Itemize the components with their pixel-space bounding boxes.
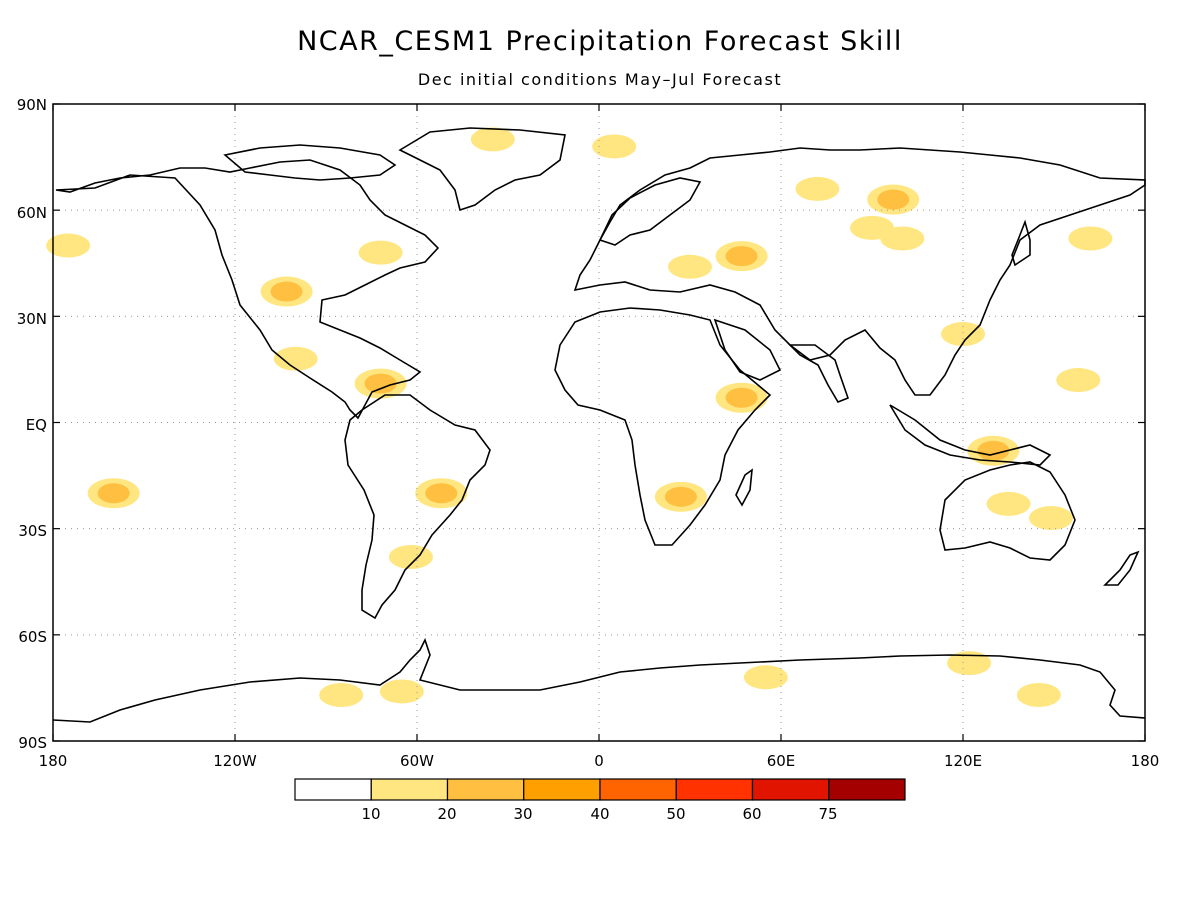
colorbar-label: 40	[590, 805, 609, 823]
colorbar-label: 50	[666, 805, 685, 823]
lon-label-180e: 180	[1131, 752, 1160, 770]
skill-patch	[364, 373, 397, 394]
skill-patch	[358, 240, 403, 265]
skill-patch	[270, 281, 303, 302]
colorbar-label: 60	[742, 805, 761, 823]
colorbar-label: 30	[513, 805, 532, 823]
longitude-labels: 180 120W 60W 0 60E 120E 180	[39, 752, 1160, 770]
map-title: NCAR_CESM1 Precipitation Forecast Skill	[297, 26, 903, 57]
map-subtitle: Dec initial conditions May–Jul Forecast	[417, 70, 783, 89]
axis-ticks	[52, 103, 1146, 742]
coast-antarctica	[52, 637, 1146, 723]
skill-patch	[319, 682, 364, 707]
lon-label-0: 0	[594, 752, 604, 770]
colorbar-swatch	[751, 778, 830, 801]
coastlines	[52, 127, 1146, 723]
colorbar-swatch	[523, 778, 601, 801]
skill-patch	[1068, 226, 1113, 251]
latitude-labels: 90N 60N 30N EQ 30S 60S 90S	[17, 96, 47, 752]
lon-label-120w: 120W	[213, 752, 257, 770]
skill-patch	[668, 254, 712, 279]
skill-patch	[977, 440, 1010, 461]
coast-indonesia	[889, 404, 1052, 466]
lat-label-60n: 60N	[17, 204, 47, 222]
skill-patch	[725, 246, 758, 267]
colorbar-swatch	[370, 778, 449, 801]
colorbar-swatch	[675, 778, 754, 801]
skill-patch	[877, 189, 910, 210]
skill-patch	[947, 651, 992, 676]
skill-patch	[795, 176, 840, 201]
colorbar-swatch	[599, 778, 677, 801]
skill-patch	[743, 665, 788, 690]
lat-label-90s: 90S	[18, 734, 47, 752]
skill-patch	[425, 483, 458, 504]
coast-greenland	[398, 127, 566, 212]
lat-label-30s: 30S	[18, 522, 47, 540]
skill-patch	[941, 322, 985, 347]
coast-arabia	[713, 318, 782, 381]
coast-japan	[1011, 219, 1031, 267]
map-panel	[46, 103, 1146, 742]
lat-label-90n: 90N	[17, 96, 47, 114]
skill-patch	[1028, 506, 1073, 531]
skill-layer	[46, 127, 1113, 707]
coast-africa	[554, 307, 772, 546]
lon-label-60w: 60W	[400, 752, 434, 770]
colorbar-label: 20	[437, 805, 456, 823]
skill-patch	[725, 387, 758, 408]
skill-patch	[592, 134, 637, 159]
graticule	[53, 104, 1145, 741]
coast-south-america	[344, 394, 491, 620]
coast-new-zealand	[1103, 550, 1140, 586]
skill-patch	[986, 491, 1031, 516]
skill-patch	[664, 486, 697, 507]
lat-label-30n: 30N	[17, 310, 47, 328]
skill-patch	[388, 544, 433, 569]
skill-patch	[379, 679, 424, 704]
lon-label-120e: 120E	[944, 752, 982, 770]
colorbar-swatch	[828, 778, 906, 801]
colorbar-label: 75	[818, 805, 837, 823]
skill-patch	[1016, 682, 1061, 707]
coast-india	[788, 344, 850, 403]
skill-patch	[273, 346, 318, 371]
coast-scandinavia	[598, 177, 702, 246]
skill-patch	[880, 226, 925, 251]
colorbar-labels: 10 20 30 40 50 60 75	[361, 805, 837, 823]
lat-label-eq: EQ	[26, 416, 47, 434]
colorbar-swatch	[446, 778, 525, 801]
colorbar-label: 10	[361, 805, 380, 823]
skill-patch	[97, 483, 130, 504]
skill-patch	[470, 127, 515, 152]
colorbar-swatch	[294, 778, 372, 801]
lon-label-60e: 60E	[767, 752, 796, 770]
colorbar	[294, 778, 906, 801]
coast-north-america	[55, 159, 440, 420]
skill-patch	[46, 233, 91, 258]
lat-label-60s: 60S	[18, 628, 47, 646]
coast-madagascar	[735, 468, 753, 507]
skill-patch	[1056, 368, 1101, 393]
coast-arctic-islands	[223, 144, 397, 181]
lon-label-180w: 180	[39, 752, 68, 770]
coast-australia	[939, 461, 1076, 561]
